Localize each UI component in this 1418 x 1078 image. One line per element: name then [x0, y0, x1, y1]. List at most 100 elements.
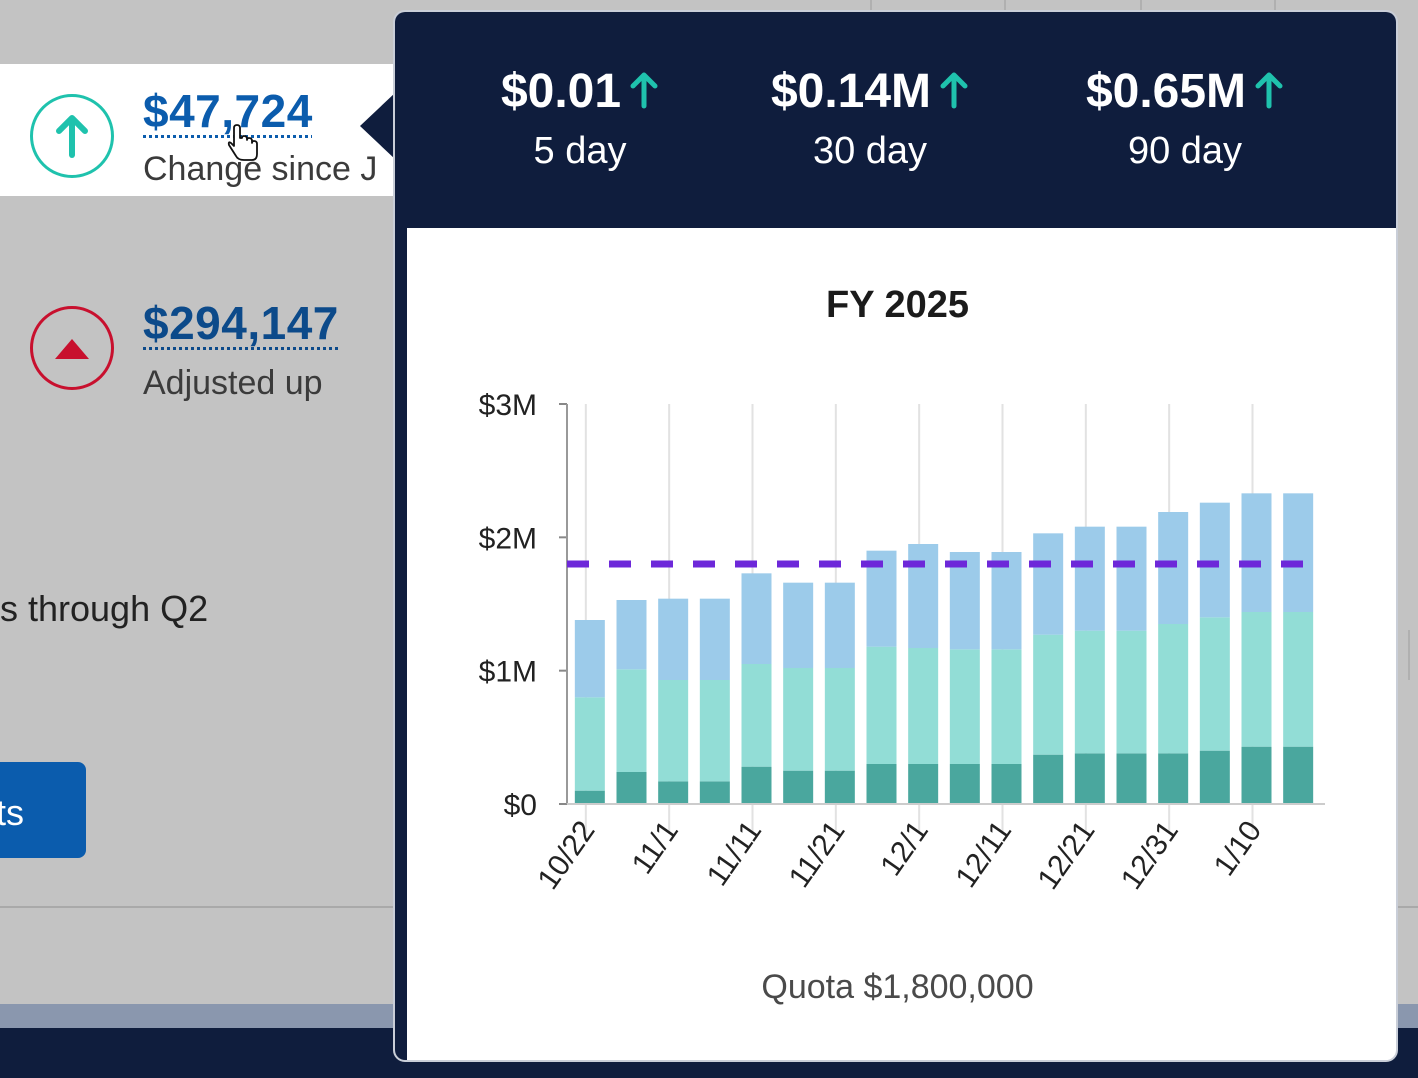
bar-segment-closed	[1116, 753, 1147, 804]
stat-30-day-value: $0.14M	[770, 65, 932, 118]
bar-segment-best-case	[783, 582, 814, 668]
bar-segment-closed	[1158, 753, 1189, 804]
bar-segment-closed	[866, 764, 897, 804]
adjusted-label: Adjusted up	[143, 364, 323, 402]
bg-grid-line	[870, 0, 872, 10]
triangle-up-icon	[30, 306, 114, 390]
bar-segment-best-case	[1116, 526, 1147, 631]
bar-segment-best-case	[991, 552, 1022, 650]
bar-segment-commit	[991, 649, 1022, 764]
stat-5-day-label: 5 day	[533, 129, 627, 172]
popover-pointer	[360, 92, 396, 160]
bar-segment-commit	[699, 680, 730, 782]
bar-segment-closed	[783, 770, 814, 804]
chart-title: FY 2025	[826, 284, 969, 326]
stat-90-day: $0.65M 90 day	[1060, 64, 1310, 173]
bar-segment-closed	[908, 764, 939, 804]
bar-segment-closed	[574, 790, 605, 804]
y-tick-label: $3M	[479, 389, 537, 422]
up-arrow-icon	[1254, 67, 1284, 122]
bar-segment-closed	[949, 764, 980, 804]
bar-segment-best-case	[1033, 533, 1064, 635]
period-note: s through Q2	[0, 588, 209, 629]
bg-grid-line	[1274, 0, 1276, 10]
bg-grid-line	[1140, 0, 1142, 10]
bar-segment-commit	[908, 648, 939, 764]
bar-segment-commit	[658, 680, 689, 782]
bg-grid-line	[1408, 630, 1410, 680]
background-action-button[interactable]: ts	[0, 762, 86, 858]
x-tick-label: 1/10	[1208, 815, 1269, 882]
bar-segment-best-case	[908, 544, 939, 648]
bar-segment-closed	[824, 770, 855, 804]
y-tick-label: $2M	[479, 522, 537, 555]
bar-segment-closed	[1241, 746, 1272, 804]
stat-30-day: $0.14M 30 day	[750, 64, 990, 173]
bar-segment-best-case	[699, 598, 730, 680]
x-tick-label: 10/22	[531, 815, 601, 895]
bar-segment-commit	[1074, 630, 1105, 754]
x-tick-label: 11/1	[626, 815, 685, 880]
bar-segment-commit	[1158, 624, 1189, 754]
bar-segment-commit	[1241, 612, 1272, 747]
change-label: Change since J	[143, 150, 378, 188]
bar-segment-commit	[783, 668, 814, 771]
bar-segment-best-case	[1158, 512, 1189, 624]
bg-grid-line	[1004, 0, 1006, 10]
x-tick-label: 12/11	[949, 815, 1018, 894]
stat-5-day: $0.01 5 day	[480, 64, 680, 173]
x-tick-label: 11/11	[701, 815, 769, 892]
trend-popover: $0.01 5 day $0.14M 30 day $0.65M 90 day …	[393, 10, 1398, 1062]
adjusted-value-link[interactable]: $294,147	[143, 297, 339, 349]
stat-90-day-label: 90 day	[1127, 129, 1243, 172]
bar-segment-commit	[1116, 630, 1147, 754]
stat-30-day-label: 30 day	[812, 129, 928, 172]
bar-segment-best-case	[1074, 526, 1105, 631]
bar-segment-commit	[866, 646, 897, 764]
stat-90-day-value: $0.65M	[1085, 65, 1247, 118]
bar-segment-best-case	[658, 598, 689, 680]
up-arrow-icon	[939, 67, 969, 122]
y-tick-label: $1M	[479, 656, 537, 689]
stat-5-day-value: $0.01	[500, 65, 622, 118]
bar-segment-commit	[1199, 617, 1230, 751]
bar-segment-closed	[1199, 750, 1230, 804]
quota-label: Quota $1,800,000	[761, 968, 1034, 1006]
hand-cursor-icon	[227, 124, 258, 161]
bar-segment-commit	[574, 697, 605, 791]
bar-segment-best-case	[616, 600, 647, 670]
bar-segment-commit	[1033, 634, 1064, 755]
bar-segment-best-case	[824, 582, 855, 668]
bar-segment-closed	[699, 781, 730, 804]
bar-segment-best-case	[1241, 493, 1272, 612]
x-tick-label: 12/21	[1031, 815, 1101, 895]
bar-segment-closed	[991, 764, 1022, 804]
bar-segment-best-case	[949, 552, 980, 650]
bar-segment-closed	[1033, 754, 1064, 804]
popover-edge	[395, 228, 407, 1060]
bar-segment-closed	[1074, 753, 1105, 804]
bar-segment-best-case	[1283, 493, 1314, 612]
popover-header: $0.01 5 day $0.14M 30 day $0.65M 90 day	[395, 12, 1396, 228]
bar-segment-closed	[741, 766, 772, 804]
up-arrow-icon	[629, 67, 659, 122]
bar-segment-best-case	[741, 573, 772, 664]
bar-segment-commit	[824, 668, 855, 771]
x-tick-label: 12/1	[874, 815, 935, 882]
up-arrow-icon	[30, 94, 114, 178]
bar-segment-closed	[1283, 746, 1314, 804]
change-value-link[interactable]: $47,724	[143, 85, 313, 137]
bar-segment-commit	[616, 669, 647, 772]
bar-segment-closed	[658, 781, 689, 804]
y-tick-label: $0	[504, 789, 537, 822]
bar-segment-commit	[741, 664, 772, 767]
bar-segment-best-case	[1199, 502, 1230, 618]
x-tick-label: 11/21	[783, 815, 852, 894]
background-button-label: ts	[0, 792, 25, 833]
x-tick-label: 12/31	[1115, 815, 1185, 895]
bar-segment-commit	[949, 649, 980, 764]
bar-segment-closed	[616, 772, 647, 804]
bar-segment-best-case	[574, 620, 605, 698]
bar-segment-commit	[1283, 612, 1314, 747]
